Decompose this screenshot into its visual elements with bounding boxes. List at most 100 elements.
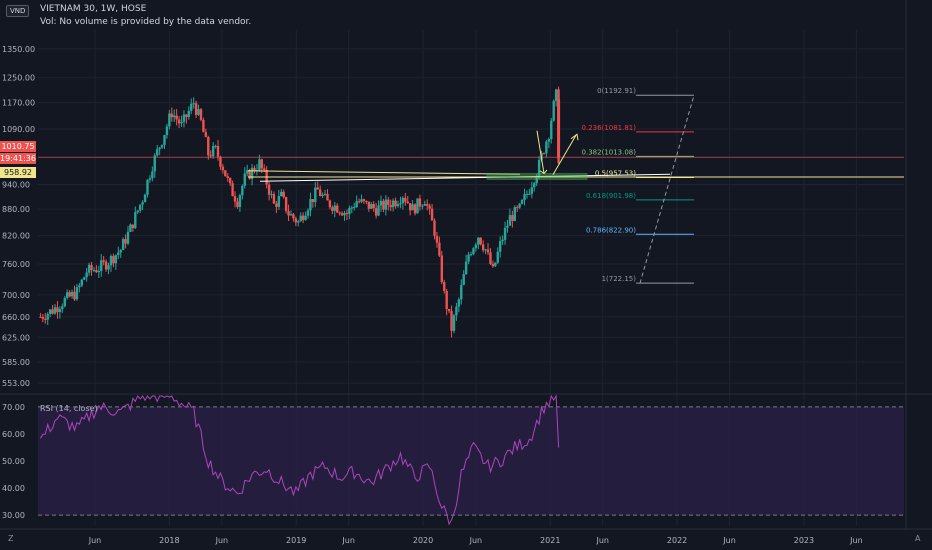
currency-badge[interactable]: VND (6, 5, 30, 17)
candle-body (389, 204, 392, 208)
y-tick-label: 820.00 (2, 232, 30, 241)
candle-body (301, 215, 305, 221)
candle-body (46, 313, 49, 320)
candle-body (452, 315, 456, 331)
candle-body (109, 256, 113, 266)
candle-body (430, 208, 434, 221)
candle-body (474, 244, 478, 249)
candle-body (68, 292, 71, 297)
candle-body (187, 110, 191, 117)
candle-body (131, 224, 135, 229)
x-tick-label: 2022 (667, 536, 687, 545)
candle-body (343, 212, 346, 216)
candle-body (41, 316, 45, 319)
candle-body (92, 270, 96, 272)
candle-body (340, 213, 344, 216)
candle-body (421, 205, 424, 207)
auto-scale-button[interactable]: A (915, 534, 921, 543)
candle-body (450, 311, 453, 331)
candle-body (226, 176, 229, 179)
resistance-line (247, 170, 521, 175)
x-tick-label: 2019 (286, 536, 306, 545)
candle-body (100, 260, 103, 272)
rsi-tick-label: 50.00 (2, 457, 25, 466)
candle-body (233, 196, 237, 202)
candle-body (377, 205, 380, 216)
candle-body (175, 115, 178, 120)
candle-body (309, 199, 312, 211)
candle-body (231, 183, 234, 197)
candle-body (533, 183, 536, 188)
candle-body (119, 249, 122, 253)
y-tick-label: 700.00 (2, 291, 30, 300)
fib-level-label: 0(1192.91) (597, 87, 636, 95)
candle-body (153, 155, 156, 172)
candle-body (168, 113, 171, 127)
candle-body (204, 132, 208, 138)
candle-body (498, 241, 502, 252)
candle-body (238, 195, 242, 207)
candle-body (216, 145, 220, 157)
candle-body (44, 318, 47, 320)
fib-level-label: 1(722.15) (602, 275, 637, 283)
candle-body (246, 170, 249, 174)
y-tick-label: 1090.00 (2, 125, 35, 134)
candle-body (323, 193, 327, 195)
candle-body (333, 205, 336, 211)
candle-body (65, 292, 69, 298)
candle-body (338, 212, 341, 214)
candle-body (211, 146, 215, 157)
candle-body (61, 306, 64, 310)
candle-body (491, 264, 495, 267)
long-trend-line (259, 173, 671, 182)
y-tick-label: 940.00 (2, 180, 30, 189)
candle-body (355, 201, 358, 208)
candle-body (328, 200, 332, 208)
x-tick-label: Jun (849, 536, 863, 545)
symbol-title: VIETNAM 30, 1W, HOSE (40, 4, 147, 14)
candle-body (554, 89, 558, 101)
candle-body (151, 171, 154, 179)
candle-body (97, 271, 101, 273)
candle-body (289, 214, 293, 216)
x-tick-label: Jun (595, 536, 609, 545)
candle-body (382, 200, 385, 210)
candle-body (374, 208, 378, 216)
candle-body (513, 207, 516, 221)
x-tick-label: 2021 (540, 536, 560, 545)
candle-body (202, 119, 205, 133)
candle-body (479, 237, 482, 245)
candle-body (117, 252, 120, 256)
candle-body (70, 291, 74, 297)
rsi-tick-label: 40.00 (2, 484, 25, 493)
y-tick-label: 880.00 (2, 205, 30, 214)
candle-body (445, 290, 448, 309)
candle-body (258, 159, 261, 171)
candle-body (396, 204, 400, 207)
fib-level-label: 0.786(822.90) (586, 226, 636, 234)
candle-body (170, 113, 173, 118)
candle-body (440, 255, 444, 283)
rsi-background-band (38, 406, 904, 516)
candle-body (272, 194, 276, 204)
candle-body (165, 126, 169, 136)
candle-body (284, 197, 288, 212)
candle-body (457, 299, 461, 307)
candle-body (241, 185, 244, 196)
x-tick-label: Jun (88, 536, 102, 545)
zoom-button[interactable]: Z (8, 534, 14, 543)
candle-body (51, 309, 54, 314)
candle-body (121, 239, 125, 250)
trend-drawings[interactable] (38, 130, 904, 182)
candle-body (384, 199, 388, 210)
candle-body (336, 205, 339, 213)
candle-body (530, 187, 534, 194)
candle-body (138, 204, 142, 211)
fibonacci-levels[interactable]: 0(1192.91) 0.236(1081.81) 0.382(1013.08) 0.… (582, 87, 695, 284)
candle-body (136, 210, 139, 213)
candle-body (180, 121, 183, 124)
candle-body (506, 225, 509, 228)
candle-body (464, 261, 468, 275)
